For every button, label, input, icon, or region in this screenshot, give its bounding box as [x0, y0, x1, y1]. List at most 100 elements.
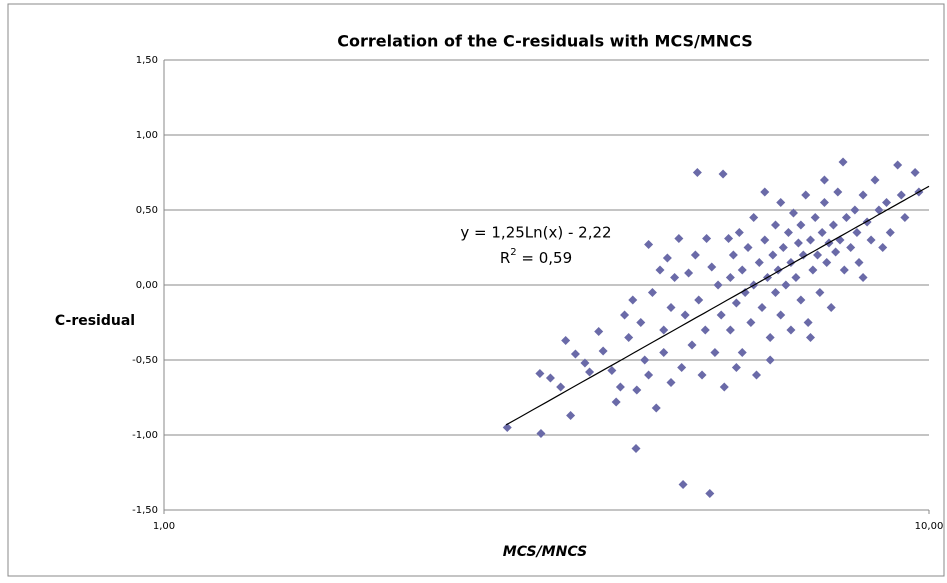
data-point [718, 169, 728, 179]
data-point [810, 213, 820, 222]
y-tick-label: -1,50 [132, 505, 158, 516]
data-point [746, 318, 756, 327]
data-point [783, 228, 793, 237]
data-point [770, 288, 780, 297]
data-point [838, 157, 848, 167]
data-point [808, 265, 818, 275]
data-point [841, 213, 851, 222]
y-tick-label: 0,50 [136, 205, 158, 216]
data-point [644, 370, 654, 380]
y-tick-label: 1,00 [136, 130, 158, 141]
data-point [858, 273, 868, 282]
data-point [850, 205, 860, 215]
trendline [505, 185, 930, 426]
data-point [752, 370, 762, 380]
data-point [776, 310, 786, 320]
data-point [725, 325, 735, 335]
data-point [737, 348, 747, 357]
data-point [678, 480, 688, 489]
r2-label: R [500, 249, 510, 267]
data-point [786, 325, 796, 335]
data-point [659, 325, 669, 335]
data-point [854, 258, 864, 267]
data-point [893, 160, 903, 170]
data-point [801, 190, 811, 200]
data-point [831, 247, 841, 257]
r2-value: = 0,59 [517, 249, 573, 267]
data-point [611, 397, 621, 407]
data-point [628, 295, 638, 305]
data-point [900, 213, 910, 222]
data-point [580, 358, 590, 368]
data-point [765, 333, 775, 342]
data-point [632, 385, 642, 395]
data-point [687, 340, 697, 350]
data-point [822, 258, 832, 267]
data-point [620, 310, 630, 320]
data-point [719, 382, 729, 392]
data-point [737, 265, 747, 275]
data-point [760, 235, 770, 245]
data-point [647, 288, 657, 297]
data-point [734, 228, 744, 237]
data-point [535, 369, 545, 378]
data-point [670, 273, 680, 282]
data-point [694, 295, 704, 305]
data-point [598, 346, 608, 356]
data-point [728, 250, 738, 260]
data-point [700, 325, 710, 335]
data-point [705, 489, 715, 498]
data-point [561, 336, 571, 345]
data-point [778, 243, 788, 252]
data-point [874, 205, 884, 215]
data-point [796, 295, 806, 305]
data-point [765, 355, 775, 365]
data-point [813, 250, 823, 260]
data-point [662, 253, 672, 263]
data-point [817, 228, 827, 237]
r2-sup: 2 [510, 247, 516, 258]
data-point [644, 240, 654, 249]
data-point [636, 318, 646, 327]
data-point [624, 333, 634, 342]
data-point [826, 303, 836, 312]
y-axis-label: C-residual [55, 313, 135, 329]
data-point [803, 318, 813, 327]
data-point [806, 333, 815, 342]
data-point [878, 243, 888, 252]
data-point [731, 298, 741, 308]
data-point [768, 250, 778, 260]
y-tick-label: 1,50 [136, 55, 158, 66]
data-point [885, 228, 895, 237]
data-point [594, 327, 604, 336]
data-point [749, 213, 759, 222]
data-point [776, 198, 786, 207]
data-point [786, 258, 796, 267]
data-point [770, 220, 780, 230]
data-point [858, 190, 868, 200]
data-point [677, 363, 687, 372]
data-point [690, 250, 700, 260]
data-point [697, 370, 707, 380]
y-tick-label: 0,00 [136, 280, 158, 291]
data-point [910, 168, 920, 177]
data-point [692, 168, 702, 177]
data-point [846, 243, 856, 252]
data-point [839, 265, 849, 275]
data-point [731, 363, 741, 372]
data-point [707, 262, 717, 272]
data-point [640, 355, 650, 365]
data-point [570, 349, 580, 359]
data-point [882, 198, 892, 207]
data-point [796, 220, 806, 230]
data-point [680, 310, 690, 320]
data-point [631, 444, 641, 453]
data-point [684, 268, 694, 278]
x-axis-label: MCS/MNCS [503, 544, 587, 560]
data-point [607, 366, 617, 375]
x-tick-label: 10,00 [915, 521, 944, 532]
data-point [819, 198, 829, 207]
data-point [585, 367, 595, 377]
data-point [651, 403, 661, 413]
